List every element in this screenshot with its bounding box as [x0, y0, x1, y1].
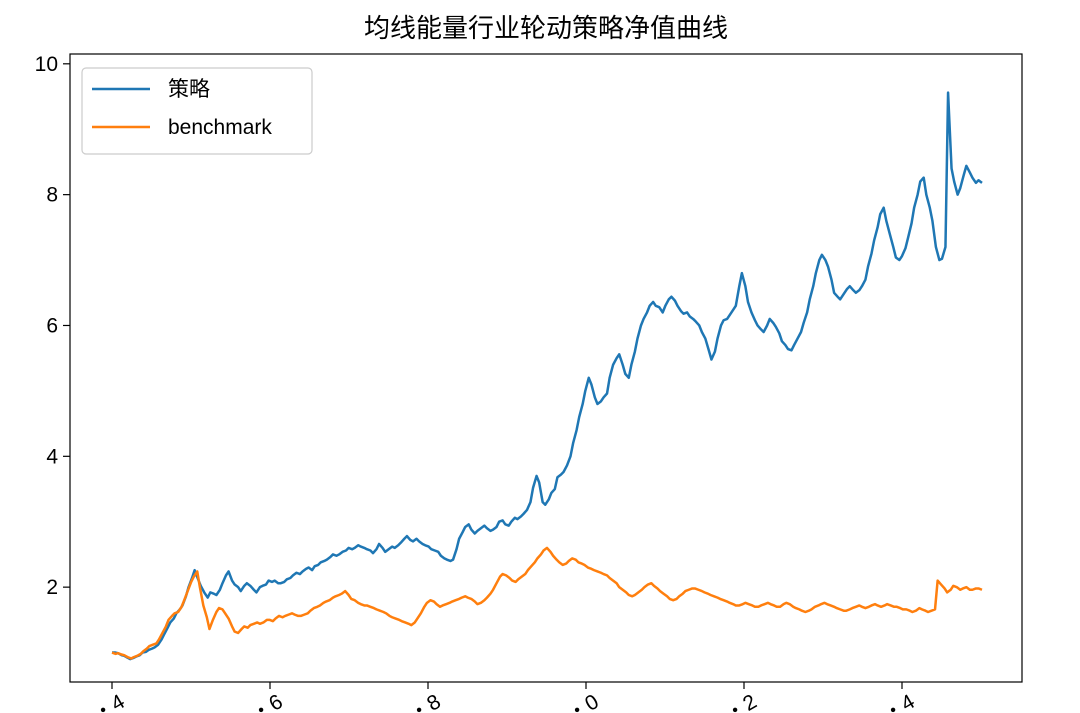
- x-tick-label: ・4: [879, 690, 919, 713]
- y-tick-label: 4: [46, 445, 58, 468]
- y-tick-label: 10: [35, 53, 58, 76]
- plot-area: [111, 91, 983, 661]
- series-line-strategy: [112, 91, 983, 661]
- y-tick-label: 6: [46, 314, 58, 337]
- legend-label-benchmark: benchmark: [168, 116, 272, 139]
- legend-label-strategy: 策略: [168, 78, 210, 101]
- y-tick-label: 2: [46, 576, 58, 599]
- chart-title: 均线能量行业轮动策略净值曲线: [364, 14, 728, 44]
- series-line-benchmark: [111, 546, 983, 660]
- y-axis: 2 4 6 8 10: [35, 53, 70, 599]
- legend: 策略 benchmark: [81, 67, 313, 155]
- y-tick-label: 8: [46, 184, 58, 207]
- x-tick-label: ・4: [89, 690, 129, 713]
- x-axis: ・4 ・6 ・8 ・0 ・2 ・4: [89, 682, 919, 713]
- x-tick-label: ・2: [721, 690, 761, 713]
- x-tick-label: ・0: [563, 690, 603, 713]
- plot-frame: [69, 53, 1023, 683]
- x-tick-label: ・6: [247, 690, 287, 713]
- x-tick-label: ・8: [405, 690, 445, 713]
